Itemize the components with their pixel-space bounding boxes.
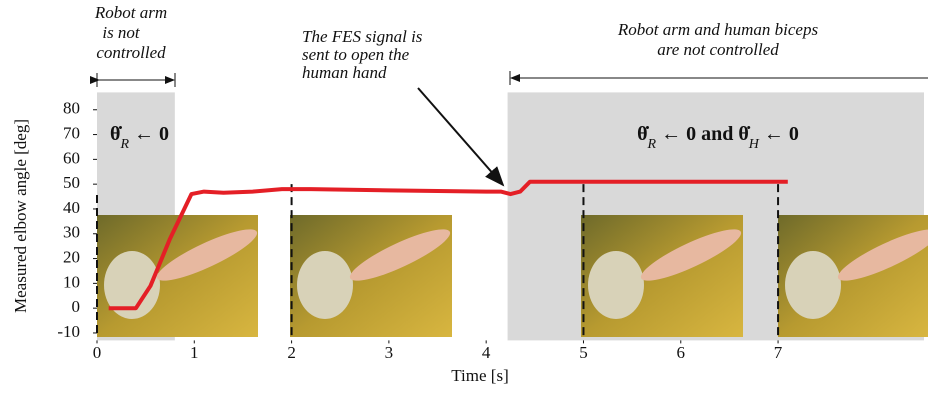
robot <box>588 251 644 319</box>
math-part: ← 0 <box>129 123 169 145</box>
x-tick-label: 3 <box>385 343 394 362</box>
chart: Time [s] Measured elbow angle [deg] -10 0… <box>0 0 928 394</box>
arrow <box>418 88 503 185</box>
y-tick-label: 10 <box>63 272 80 291</box>
robot <box>785 251 841 319</box>
photo <box>97 215 262 337</box>
math-part: ← 0 and <box>656 123 738 145</box>
x-tick-label: 5 <box>579 343 588 362</box>
annotation: The FES signal is <box>302 27 423 46</box>
annotation: human hand <box>302 63 387 82</box>
y-tick-label: 60 <box>63 148 80 167</box>
math-part: ← 0 <box>759 123 799 145</box>
annotation: controlled <box>96 43 166 62</box>
photo <box>778 215 928 337</box>
annotation: sent to open the <box>302 45 410 64</box>
y-tick-label: 20 <box>63 247 80 266</box>
y-axis-label: Measured elbow angle [deg] <box>11 119 30 313</box>
y-tick-label: 80 <box>63 99 80 118</box>
x-axis-label: Time [s] <box>451 366 508 385</box>
x-tick-label: 7 <box>774 343 783 362</box>
annotation: Robot arm and human biceps <box>617 20 819 39</box>
x-tick-label: 6 <box>677 343 686 362</box>
x-tick-label: 0 <box>93 343 102 362</box>
x-tick-label: 2 <box>287 343 296 362</box>
x-tick-label: 1 <box>190 343 199 362</box>
math-part: R <box>647 137 657 152</box>
math-part: R <box>119 137 129 152</box>
y-tick-label: 70 <box>63 123 80 142</box>
annotation: Robot arm <box>94 3 167 22</box>
photo <box>581 215 746 337</box>
y-tick-label: 30 <box>63 223 80 242</box>
y-tick-label: -10 <box>57 322 80 341</box>
y-tick-label: 0 <box>72 297 81 316</box>
x-tick-label: 4 <box>482 343 491 362</box>
annotation: is not <box>102 23 141 42</box>
photo <box>290 215 455 337</box>
y-tick-label: 50 <box>63 173 80 192</box>
robot <box>297 251 353 319</box>
annotation: are not controlled <box>657 40 779 59</box>
y-tick-label: 40 <box>63 198 80 217</box>
